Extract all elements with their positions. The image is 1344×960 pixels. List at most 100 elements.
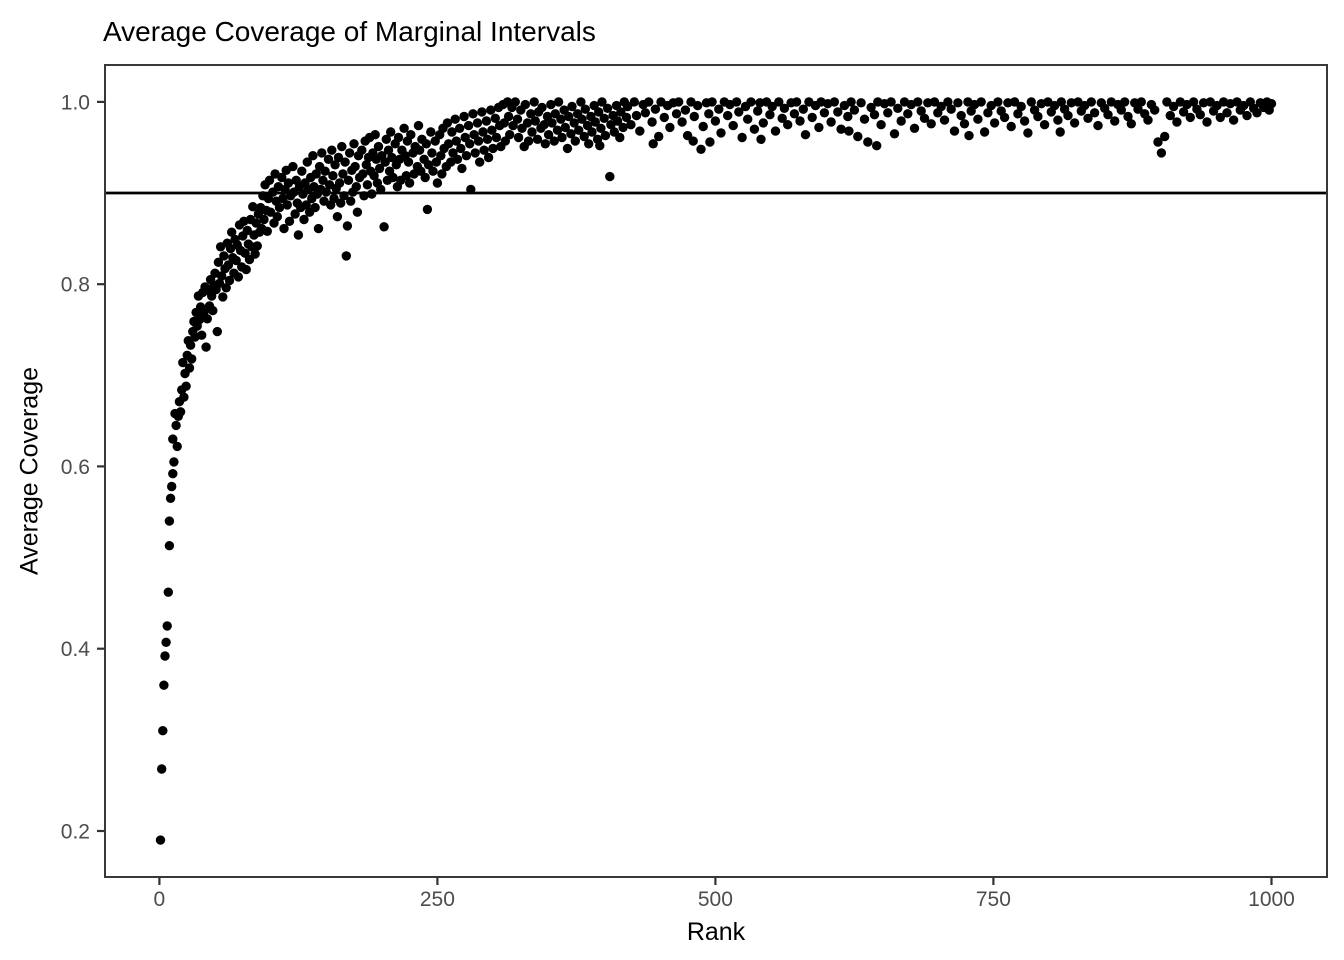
data-point xyxy=(406,130,416,140)
data-point xyxy=(161,637,171,647)
data-point xyxy=(218,292,228,302)
data-point xyxy=(317,148,327,158)
data-point xyxy=(574,125,584,135)
data-point xyxy=(1133,104,1143,114)
data-point xyxy=(993,97,1003,107)
data-point xyxy=(428,166,438,176)
data-point xyxy=(1033,111,1043,122)
data-point xyxy=(481,116,492,126)
y-axis-title: Average Coverage xyxy=(15,366,44,576)
data-point xyxy=(340,157,350,167)
data-point xyxy=(650,104,661,114)
data-point xyxy=(889,129,900,139)
data-point xyxy=(248,202,258,212)
data-point xyxy=(552,125,563,135)
data-point xyxy=(383,145,394,155)
data-point xyxy=(227,227,237,237)
data-point xyxy=(374,163,385,174)
data-point xyxy=(320,166,330,176)
data-point xyxy=(341,251,351,261)
data-point xyxy=(635,126,645,136)
data-point xyxy=(393,132,404,143)
data-point xyxy=(1026,97,1037,107)
data-point xyxy=(344,148,355,158)
data-point xyxy=(343,175,354,185)
data-point xyxy=(299,214,309,225)
data-point xyxy=(814,122,824,133)
data-point xyxy=(477,107,487,117)
data-point xyxy=(866,102,876,113)
data-point xyxy=(731,97,742,107)
data-point xyxy=(224,275,235,286)
data-point xyxy=(556,114,566,124)
data-point xyxy=(479,145,489,155)
data-point xyxy=(332,212,343,222)
data-point xyxy=(644,97,654,107)
data-point xyxy=(674,97,684,107)
data-point xyxy=(346,196,356,206)
data-point xyxy=(605,171,615,182)
data-point xyxy=(167,481,177,492)
data-point xyxy=(404,178,415,188)
data-point xyxy=(164,541,175,551)
data-point xyxy=(1056,97,1067,107)
data-point xyxy=(926,119,936,129)
data-point xyxy=(160,651,170,661)
data-point xyxy=(560,122,570,133)
data-point xyxy=(600,130,611,141)
data-point xyxy=(826,117,836,127)
data-point xyxy=(264,175,275,185)
data-point xyxy=(843,111,853,122)
data-point xyxy=(765,110,775,120)
data-point xyxy=(1266,99,1277,109)
data-point xyxy=(376,184,386,195)
data-point xyxy=(277,172,287,183)
data-point xyxy=(212,326,222,337)
x-tick-label: 1000 xyxy=(1248,888,1295,911)
data-point xyxy=(659,112,669,123)
data-point xyxy=(856,98,866,108)
data-point xyxy=(472,118,483,128)
data-point xyxy=(564,111,574,122)
data-point xyxy=(432,178,443,188)
data-point xyxy=(829,97,840,107)
data-point xyxy=(1019,116,1030,126)
data-point xyxy=(949,126,960,136)
data-point xyxy=(562,143,573,154)
data-point xyxy=(350,161,360,172)
data-point xyxy=(523,136,534,146)
data-point xyxy=(187,354,197,364)
data-point xyxy=(654,131,664,142)
data-point xyxy=(728,120,738,131)
data-point xyxy=(946,104,956,114)
data-point xyxy=(219,251,229,261)
data-point xyxy=(168,469,178,479)
data-point xyxy=(351,182,361,192)
data-point xyxy=(482,134,493,144)
data-point xyxy=(436,151,446,161)
data-point xyxy=(595,141,605,151)
data-point xyxy=(403,157,414,167)
data-point xyxy=(465,139,475,149)
data-point xyxy=(334,178,345,188)
data-point xyxy=(155,835,166,845)
data-point xyxy=(311,169,321,179)
data-point xyxy=(1222,108,1232,118)
data-point xyxy=(677,117,687,127)
data-point xyxy=(337,141,347,152)
data-point xyxy=(756,134,766,144)
data-point xyxy=(939,115,950,125)
data-point xyxy=(549,136,559,146)
data-point xyxy=(547,118,557,128)
data-point xyxy=(1136,97,1147,107)
data-point xyxy=(976,97,986,107)
data-point xyxy=(426,127,436,137)
data-point xyxy=(580,104,590,114)
data-point xyxy=(157,764,167,774)
data-point xyxy=(427,148,437,158)
data-point xyxy=(1165,110,1176,121)
data-point xyxy=(308,151,318,161)
data-point xyxy=(380,157,390,167)
data-point xyxy=(859,114,870,124)
